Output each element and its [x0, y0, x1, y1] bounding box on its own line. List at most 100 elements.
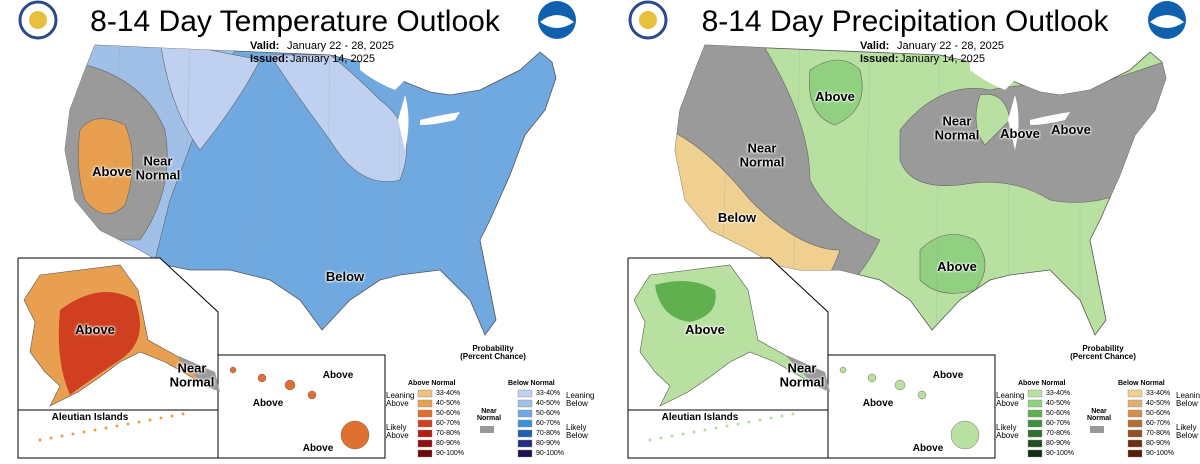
legend-bin: 33-40%	[536, 390, 561, 397]
aleutian-island	[49, 436, 53, 440]
noaa-logo-wave	[540, 15, 574, 28]
legend-swatch	[1027, 389, 1043, 398]
map	[17, 0, 576, 459]
aleutian-island	[703, 428, 707, 432]
aleutian-island	[659, 436, 663, 440]
issued-label: Issued:	[860, 53, 899, 65]
legend-title: Probability (Percent Chance)	[1070, 344, 1136, 362]
legend-title: Probability (Percent Chance)	[460, 344, 526, 362]
aleutian-island	[181, 412, 185, 416]
state-border	[935, 45, 941, 331]
alaska-regions	[58, 292, 140, 395]
legend-swatch	[517, 419, 533, 428]
great-lakes	[970, 62, 1070, 150]
outlook-region	[975, 93, 1011, 146]
legend-header: Below Normal	[508, 380, 555, 387]
panhandle	[175, 355, 220, 392]
legend-bin: 70-80%	[536, 430, 561, 437]
region-label: Below	[717, 210, 757, 226]
legend-swatch	[517, 389, 533, 398]
aleutian-island	[137, 420, 141, 424]
legend-bin: 60-70%	[436, 420, 461, 427]
hawaii-label: Above	[322, 369, 354, 381]
legend-swatch	[1127, 409, 1143, 418]
aleutian-island	[769, 416, 773, 420]
hawaii-island	[867, 373, 877, 383]
legend-bin: 40-50%	[1146, 400, 1171, 407]
legend-group: Likely Above	[996, 423, 1019, 441]
hawaii-label: Above	[302, 442, 334, 454]
outlook-region	[78, 118, 133, 215]
legend-swatch	[1090, 426, 1104, 433]
outlook-region	[655, 281, 716, 322]
legend-header: Below Normal	[1118, 380, 1165, 387]
legend-bin: 60-70%	[1146, 420, 1171, 427]
legend-header: Above Normal	[408, 380, 456, 387]
hawaii-island	[229, 366, 237, 374]
aleutian-island	[670, 434, 674, 438]
aleutian-island	[38, 438, 42, 442]
legend-bin: 70-80%	[1046, 430, 1071, 437]
aleutian-island	[115, 424, 119, 428]
valid-label: Valid:	[250, 40, 280, 52]
valid-date: January 22 - 28, 2025	[287, 40, 395, 52]
aleutian-island	[747, 420, 751, 424]
legend-group: Leaning Above	[386, 391, 415, 409]
precipitation-panel: 8-14 Day Precipitation Outlook Valid: Janu…	[610, 0, 1200, 464]
legend-group: Likely Below	[1176, 423, 1198, 441]
aleutian-island	[725, 424, 729, 428]
legend-near: Near Normal	[476, 408, 502, 423]
legend-bin: 70-80%	[1146, 430, 1171, 437]
region-label: Near Normal	[135, 153, 181, 182]
legend-swatch	[417, 389, 433, 398]
region-label: Near Normal	[739, 140, 785, 169]
hawaii-island	[257, 373, 267, 383]
aleutian-island	[71, 432, 75, 436]
outlook-region	[269, 54, 407, 182]
legend-swatch	[417, 419, 433, 428]
legend-swatch	[1027, 439, 1043, 448]
legend-swatch	[1127, 429, 1143, 438]
legend-bin: 70-80%	[436, 430, 461, 437]
legend-group: Likely Below	[566, 423, 588, 441]
map	[627, 0, 1186, 459]
aleutian-island	[758, 418, 762, 422]
legend-bin: 40-50%	[436, 400, 461, 407]
legend-bin: 90-100%	[1046, 450, 1075, 457]
region-label: Above	[1000, 126, 1040, 142]
aleutian-island	[692, 430, 696, 434]
aleutian-island	[170, 414, 174, 418]
legend-bin: 90-100%	[536, 450, 565, 457]
aleutian-label: Aleutian Islands	[51, 411, 129, 423]
region-label: Below	[325, 269, 365, 285]
region-label: Above	[937, 259, 977, 275]
legend-swatch	[1127, 439, 1143, 448]
title: 8-14 Day Precipitation Outlook	[701, 5, 1109, 38]
aleutian-island	[780, 414, 784, 418]
legend-swatch	[517, 409, 533, 418]
legend-bin: 90-100%	[436, 450, 465, 457]
legend-bin: 33-40%	[436, 390, 461, 397]
alaska-regions	[655, 281, 716, 322]
aleutian-island	[60, 434, 64, 438]
hawaii-label: Above	[252, 397, 284, 409]
temperature-panel: 8-14 Day Temperature Outlook Valid: Januar…	[0, 0, 594, 464]
aleutian-label: Aleutian Islands	[661, 411, 739, 423]
hawaii-island	[307, 390, 317, 400]
hawaii-island	[839, 366, 847, 374]
legend-bin: 40-50%	[536, 400, 561, 407]
legend-swatch	[517, 399, 533, 408]
legend-bin: 50-60%	[1046, 410, 1071, 417]
state-border	[325, 45, 331, 331]
legend-swatch	[1127, 399, 1143, 408]
outlook-region	[919, 234, 986, 294]
region-label: Above	[92, 164, 132, 180]
aleutian-island	[791, 412, 795, 416]
commerce-logo-inner	[639, 11, 657, 29]
title: 8-14 Day Temperature Outlook	[90, 5, 500, 38]
aleutian-island	[736, 422, 740, 426]
legend-bin: 60-70%	[1046, 420, 1071, 427]
hawaii-label: Above	[932, 369, 964, 381]
legend-bin: 50-60%	[536, 410, 561, 417]
legend-group: Likely Above	[386, 423, 409, 441]
